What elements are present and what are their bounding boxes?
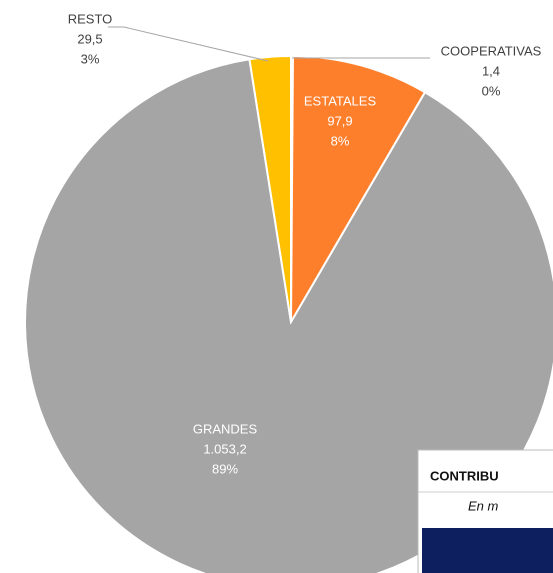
table-fragment: CONTRIBU En m — [417, 449, 553, 573]
value-label: 29,5 — [77, 31, 102, 46]
leader-line — [108, 26, 269, 62]
percent-label: 0% — [482, 83, 501, 98]
percent-label: 8% — [331, 133, 350, 148]
pie-slice — [289, 54, 427, 326]
labels: COOPERATIVAS 1,4 0% ESTATALES 97,9 8% GRANDES 1… — [68, 11, 542, 476]
table-title: CONTRIBU — [430, 468, 499, 483]
table-subtitle: En m — [468, 498, 499, 513]
category-label: COOPERATIVAS — [441, 43, 542, 58]
percent-label: 89% — [212, 461, 238, 476]
category-label: RESTO — [68, 11, 113, 26]
pie-slice — [248, 54, 292, 323]
category-label: ESTATALES — [304, 93, 377, 108]
table-header-bar — [422, 528, 553, 573]
value-label: 97,9 — [327, 113, 352, 128]
category-label: GRANDES — [193, 421, 258, 436]
value-label: 1.053,2 — [203, 441, 246, 456]
percent-label: 3% — [81, 51, 100, 66]
value-label: 1,4 — [482, 63, 500, 78]
